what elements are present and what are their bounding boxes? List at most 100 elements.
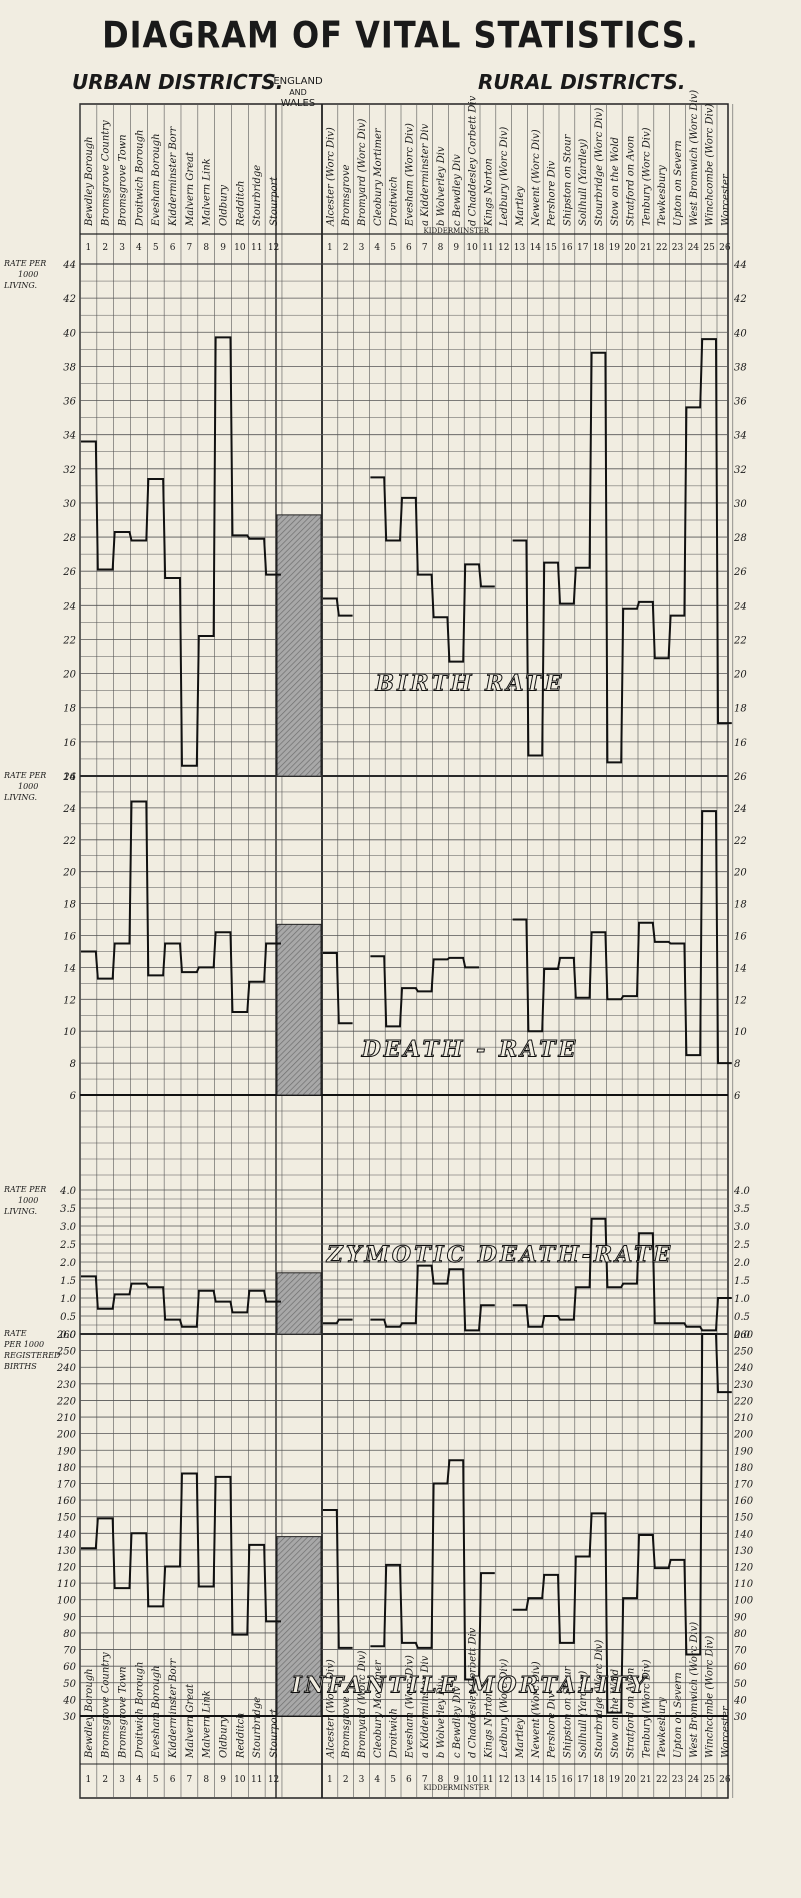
rural-district-label: b Wolverley Div <box>436 146 447 226</box>
y-tick-label-left: 160 <box>57 1496 77 1507</box>
rural-district-number: 23 <box>672 1775 684 1785</box>
y-tick-label-right: 110 <box>734 1579 754 1590</box>
urban-district-label: Oldbury <box>219 1717 230 1758</box>
y-tick-label-right: 30 <box>734 1712 747 1723</box>
y-tick-label-right: 200 <box>733 1430 754 1441</box>
urban-district-label: Stourport <box>269 176 280 226</box>
rural-district-number: 12 <box>498 243 509 253</box>
rural-district-number: 14 <box>530 1775 542 1785</box>
rural-district-label: Tenbury (Worc Div) <box>641 1659 652 1758</box>
rural-district-label: Martley <box>515 186 526 227</box>
urban-district-label: Stourport <box>269 1708 280 1758</box>
y-tick-label-left: 44 <box>62 260 76 271</box>
rural-district-number: 21 <box>640 243 651 253</box>
y-axis-label: 1000 <box>18 270 38 279</box>
rural-series-line <box>323 338 732 764</box>
y-tick-label-left: 2.5 <box>59 1240 76 1251</box>
y-tick-label-left: 190 <box>57 1446 77 1457</box>
y-tick-label-left: 8 <box>70 1059 76 1070</box>
urban-district-label: Stourbridge <box>252 1697 263 1758</box>
rural-district-number: 25 <box>703 243 715 253</box>
rural-district-number: 1 <box>327 1775 333 1785</box>
rural-district-number: 10 <box>466 1775 478 1785</box>
rural-district-label: Ledbury (Worc Div) <box>499 127 510 227</box>
y-tick-label-right: 0.0 <box>734 1330 751 1341</box>
rural-district-number: 22 <box>656 243 667 253</box>
rural-district-number: 4 <box>374 1775 380 1785</box>
urban-district-label: Bromsgrove Town <box>118 134 129 227</box>
y-tick-label-right: 140 <box>734 1529 754 1540</box>
y-tick-label-right: 38 <box>734 362 747 373</box>
rural-district-number: 21 <box>640 1775 651 1785</box>
y-tick-label-left: 3.0 <box>60 1222 77 1233</box>
y-tick-label-right: 60 <box>734 1662 747 1673</box>
rural-district-label: Solihull (Yardley) <box>578 139 589 226</box>
urban-district-label: Bromsgrove Country <box>101 120 112 227</box>
urban-district-number: 10 <box>234 243 246 253</box>
urban-district-label: Bewdley Borough <box>84 1668 95 1759</box>
y-tick-label-right: 22 <box>733 836 747 847</box>
rural-district-label: Tewkesbury <box>657 165 668 226</box>
y-tick-label-right: 40 <box>733 1695 747 1706</box>
y-tick-label-left: 130 <box>57 1546 77 1557</box>
rural-district-number: 20 <box>624 1775 636 1785</box>
y-tick-label-left: 18 <box>63 900 76 911</box>
y-tick-label-right: 1.5 <box>734 1276 750 1287</box>
rural-district-label: Evesham (Worc Div) <box>404 123 415 227</box>
rural-district-label: Bromsgrove <box>341 1696 352 1759</box>
urban-series-line <box>81 1275 281 1328</box>
y-tick-label-left: 120 <box>57 1563 77 1574</box>
rural-district-number: 12 <box>498 1775 509 1785</box>
y-tick-label-left: 16 <box>63 932 76 943</box>
y-tick-label-left: 26 <box>62 772 76 783</box>
rural-district-number: 16 <box>561 243 573 253</box>
urban-series-line <box>81 336 281 767</box>
rural-district-number: 13 <box>514 243 526 253</box>
urban-series-line <box>81 800 281 1014</box>
rural-district-number: 24 <box>688 1775 700 1785</box>
y-tick-label-right: 170 <box>734 1479 754 1490</box>
rural-district-number: 8 <box>438 243 444 253</box>
rural-district-label: d Chaddesley Corbett Div <box>468 1627 479 1758</box>
rural-district-label: Kings Norton <box>483 1690 494 1759</box>
urban-district-label: Redditch <box>235 180 246 227</box>
rural-district-number: 5 <box>390 243 396 253</box>
panel-title: BIRTH RATE <box>375 671 565 697</box>
urban-district-label: Redditch <box>235 1712 246 1759</box>
y-tick-label-right: 14 <box>734 963 747 974</box>
y-tick-label-left: 2.0 <box>59 1258 77 1269</box>
urban-district-number: 4 <box>136 1775 142 1785</box>
y-tick-label-right: 18 <box>734 900 747 911</box>
urban-district-label: Kidderminster Borr <box>168 126 179 227</box>
urban-district-number: 9 <box>220 243 226 253</box>
y-tick-label-right: 0.5 <box>734 1312 750 1323</box>
y-tick-label-right: 44 <box>733 260 747 271</box>
y-axis-label: RATE <box>3 1329 27 1338</box>
rural-district-number: 26 <box>719 243 731 253</box>
urban-district-number: 8 <box>203 1775 209 1785</box>
y-tick-label-left: 1.5 <box>60 1276 76 1287</box>
y-tick-label-left: 26 <box>62 567 76 578</box>
y-tick-label-left: 32 <box>63 465 76 476</box>
rural-district-number: 7 <box>422 243 428 253</box>
y-tick-label-left: 30 <box>63 1712 76 1723</box>
urban-district-label: Evesham Borough <box>151 133 162 227</box>
urban-district-number: 12 <box>268 1775 279 1785</box>
urban-district-label: Droitwich Borough <box>134 130 145 227</box>
rural-district-label: Pershore Div <box>547 160 558 227</box>
urban-district-label: Evesham Borough <box>151 1665 162 1759</box>
y-tick-label-left: 42 <box>62 294 76 305</box>
england-wales-bar <box>276 923 322 1096</box>
y-tick-label-left: 6 <box>70 1091 77 1102</box>
y-tick-label-left: 10 <box>63 1027 76 1038</box>
rural-series-line <box>323 1217 732 1332</box>
urban-district-number: 1 <box>86 243 92 253</box>
urban-district-label: Malvern Great <box>185 1683 196 1759</box>
rural-district-label: b Wolverley Div <box>436 1678 447 1758</box>
y-tick-label-left: 3.5 <box>60 1204 76 1215</box>
rural-district-number: 23 <box>672 243 684 253</box>
rural-district-label: Stow on the Wold <box>610 137 621 226</box>
y-tick-label-right: 1.0 <box>734 1294 751 1305</box>
rural-district-label: Cleobury Mortimer <box>373 127 384 226</box>
y-tick-label-right: 40 <box>733 328 747 339</box>
